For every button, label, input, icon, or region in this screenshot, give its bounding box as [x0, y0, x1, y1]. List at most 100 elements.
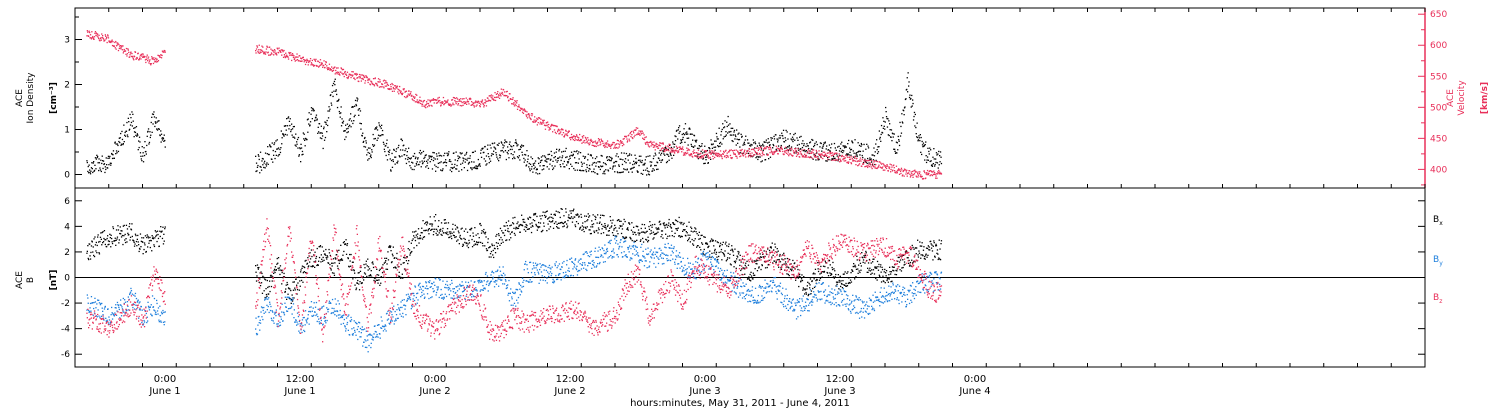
data-point-density	[843, 147, 846, 149]
data-point-bx	[712, 240, 714, 242]
data-point-bx	[421, 227, 423, 229]
data-point-bx	[766, 266, 768, 269]
data-point-velocity	[116, 42, 118, 44]
data-point-velocity	[523, 109, 525, 111]
data-point-velocity	[917, 176, 919, 178]
data-point-density	[583, 162, 585, 164]
data-point-density	[297, 136, 300, 139]
data-point-velocity	[874, 167, 876, 169]
data-point-velocity	[411, 94, 413, 96]
data-point-bx	[636, 239, 638, 241]
data-point-bx	[829, 264, 831, 266]
data-point-bx	[621, 228, 624, 230]
data-point-bx	[759, 257, 761, 259]
data-point-density	[292, 136, 294, 138]
data-point-bx	[642, 231, 644, 233]
data-point-density	[365, 142, 367, 144]
data-point-velocity	[427, 99, 429, 101]
data-point-bx	[402, 262, 404, 264]
data-point-density	[103, 163, 106, 165]
data-point-density	[412, 162, 414, 164]
data-point-bx	[451, 232, 453, 234]
data-point-bx	[427, 228, 430, 231]
data-point-bx	[716, 241, 718, 243]
data-point-velocity	[595, 142, 597, 144]
data-point-bx	[553, 222, 556, 225]
data-point-velocity	[324, 63, 327, 65]
data-point-velocity	[696, 157, 699, 159]
data-point-density	[369, 147, 371, 149]
data-point-bx	[419, 238, 421, 240]
data-point-bx	[626, 228, 628, 230]
data-point-bx	[740, 269, 742, 272]
data-point-velocity	[295, 56, 297, 58]
data-point-density	[367, 159, 369, 161]
data-point-density	[843, 145, 845, 147]
data-point-bx	[539, 222, 542, 224]
data-point-density	[874, 163, 876, 166]
data-point-density	[345, 136, 347, 138]
data-point-velocity	[822, 151, 824, 153]
data-point-velocity	[150, 64, 152, 66]
data-point-density	[557, 157, 560, 159]
data-point-bx	[345, 243, 347, 245]
data-point-density	[919, 134, 921, 136]
data-point-velocity	[111, 40, 113, 42]
data-point-density	[895, 152, 897, 154]
data-point-bx	[538, 221, 540, 224]
data-point-bx	[645, 231, 647, 233]
data-point-density	[427, 167, 430, 169]
data-point-density	[421, 163, 424, 165]
data-point-velocity	[869, 162, 871, 164]
data-point-velocity	[121, 49, 124, 51]
data-point-bx	[384, 261, 386, 263]
data-point-velocity	[465, 101, 467, 104]
data-point-bx	[457, 239, 459, 241]
data-point-velocity	[117, 49, 120, 52]
data-point-density	[687, 137, 690, 139]
data-point-velocity	[680, 148, 682, 150]
data-point-bx	[107, 240, 110, 242]
data-point-velocity	[758, 147, 760, 149]
data-point-velocity	[353, 77, 355, 79]
data-point-density	[107, 155, 110, 157]
data-point-velocity	[371, 81, 373, 83]
data-point-bx	[471, 238, 473, 241]
data-point-velocity	[778, 148, 780, 150]
data-point-bx	[773, 249, 775, 251]
data-point-velocity	[812, 149, 814, 151]
data-point-bx	[642, 241, 645, 243]
data-point-velocity	[856, 160, 858, 163]
data-point-bx	[449, 236, 451, 238]
data-point-density	[593, 168, 595, 170]
data-point-bx	[674, 219, 677, 221]
data-point-bx	[444, 219, 446, 221]
data-point-velocity	[864, 161, 867, 163]
data-point-density	[102, 160, 105, 162]
data-point-density	[570, 154, 572, 156]
data-point-velocity	[674, 152, 676, 154]
data-point-bx	[581, 225, 583, 227]
data-point-density	[586, 164, 588, 166]
data-point-velocity	[570, 139, 572, 141]
data-point-velocity	[340, 71, 342, 73]
data-point-bx	[568, 214, 570, 216]
data-point-density	[89, 171, 91, 174]
data-point-velocity	[782, 150, 784, 153]
b-tick-label: 0	[64, 274, 70, 284]
data-point-velocity	[323, 65, 325, 67]
data-point-density	[744, 139, 746, 141]
data-point-density	[714, 149, 716, 151]
data-point-bx	[138, 250, 140, 253]
data-point-velocity	[484, 102, 486, 104]
data-point-velocity	[878, 164, 880, 166]
data-point-bx	[795, 279, 797, 281]
data-point-bx	[647, 236, 649, 238]
data-point-velocity	[823, 151, 826, 153]
data-point-bx	[805, 293, 808, 295]
data-point-velocity	[932, 171, 934, 173]
data-point-velocity	[355, 74, 358, 76]
data-point-bx	[567, 216, 570, 218]
data-point-density	[502, 151, 505, 153]
data-point-velocity	[450, 105, 452, 107]
